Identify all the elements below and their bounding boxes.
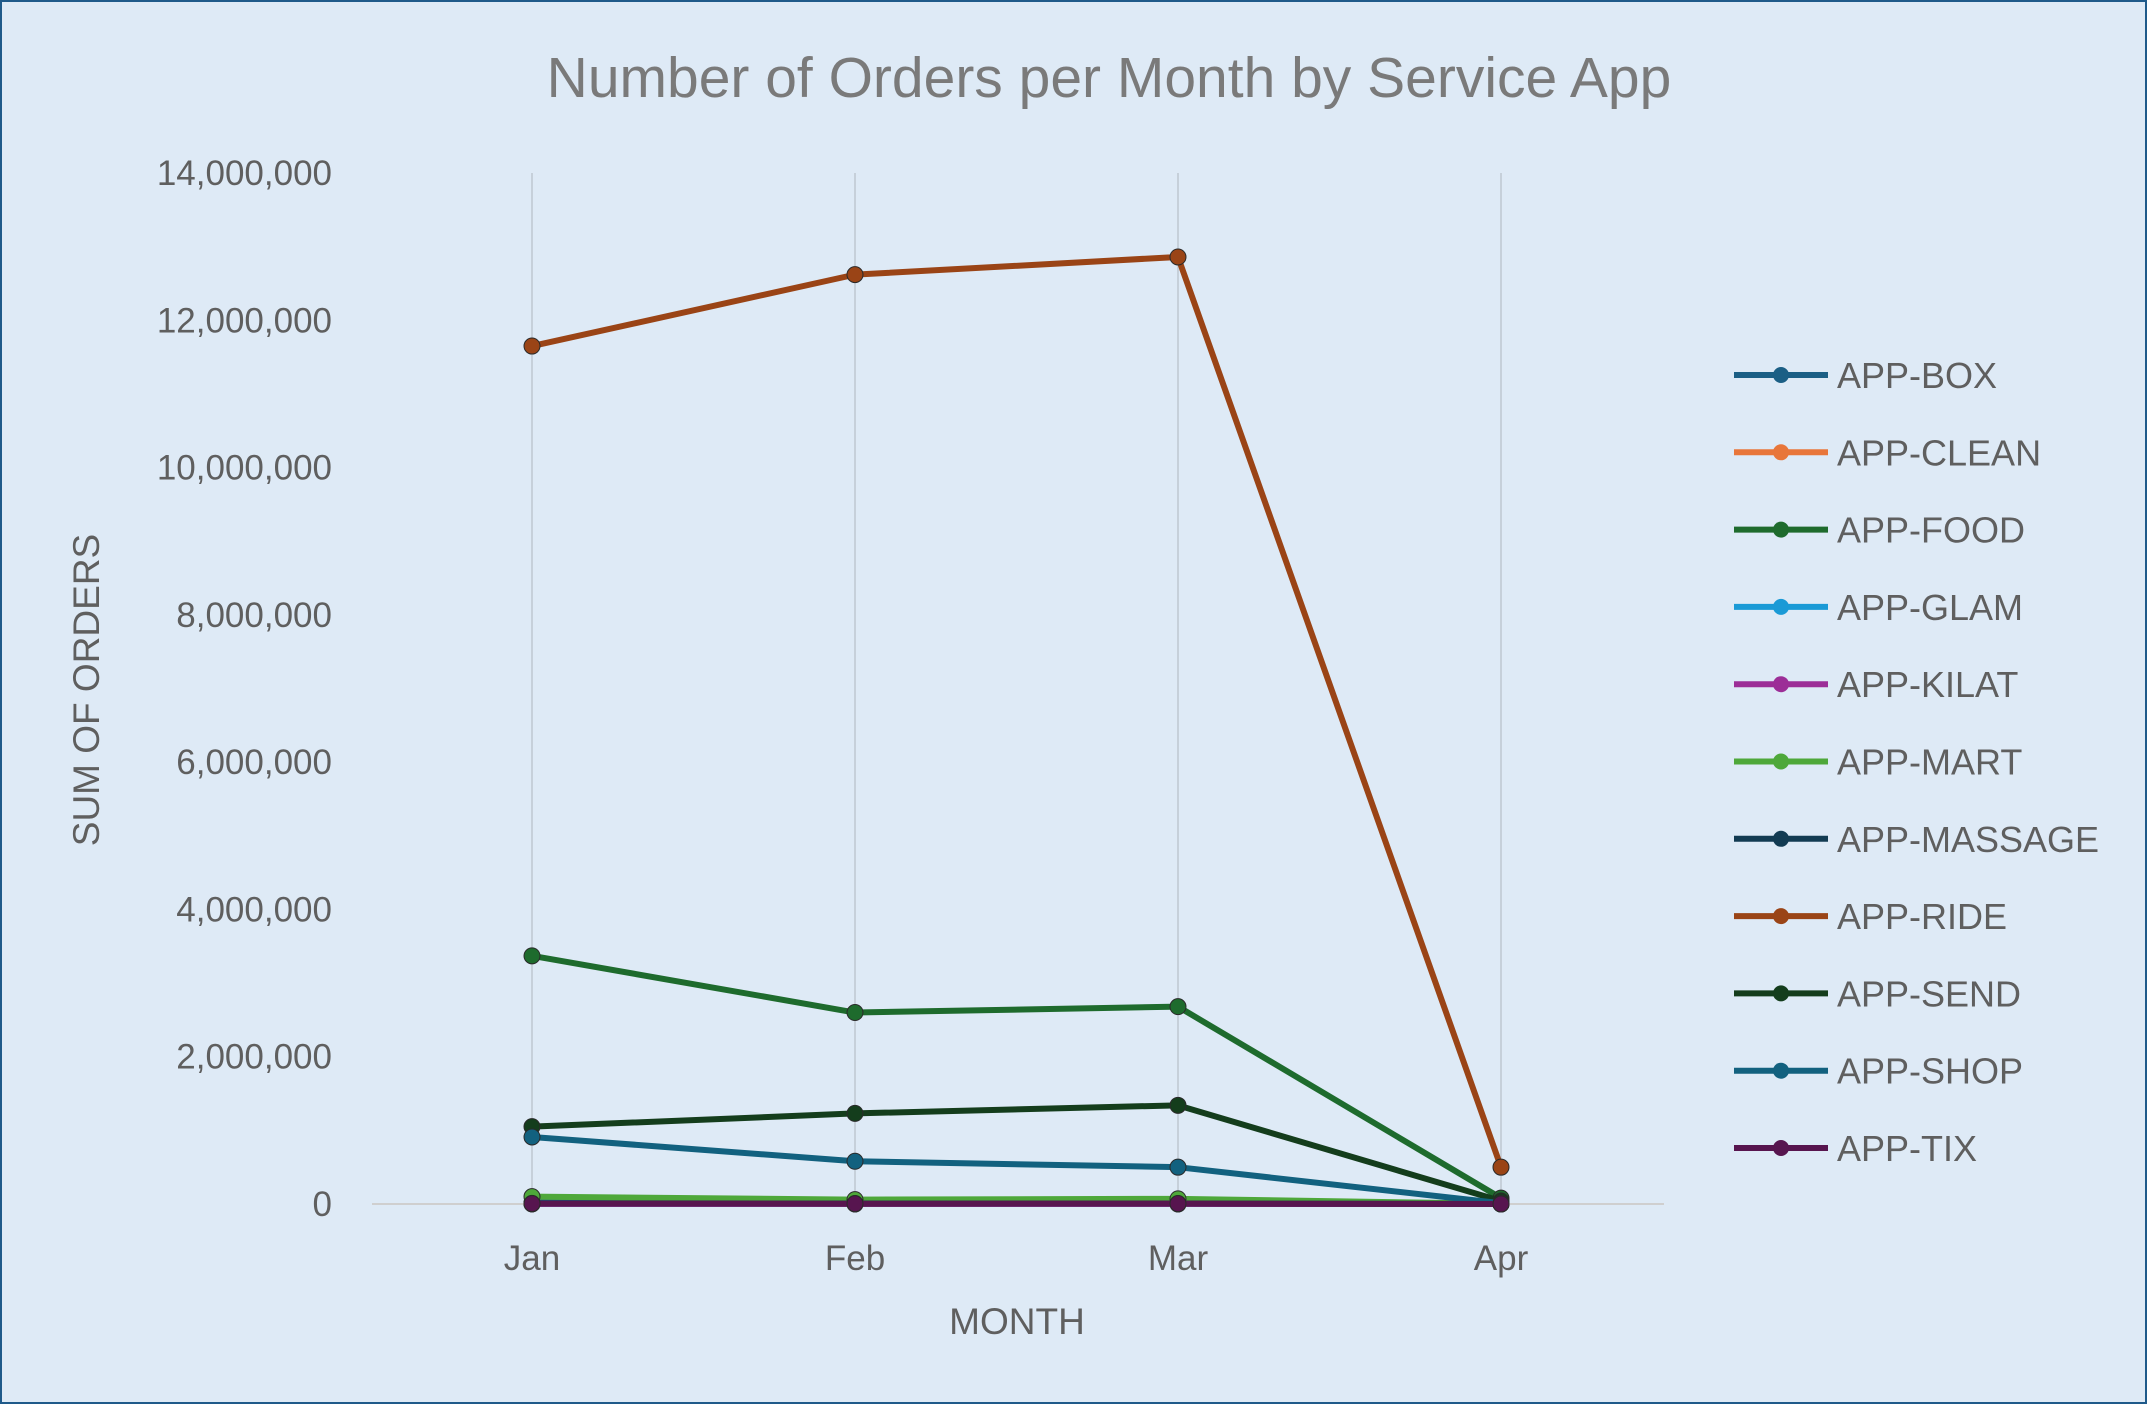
- chart-title: Number of Orders per Month by Service Ap…: [547, 46, 1672, 110]
- y-tick-label: 2,000,000: [176, 1038, 332, 1077]
- legend-label: APP-MART: [1837, 742, 2022, 783]
- data-point-app-shop-jan: [523, 1128, 541, 1146]
- legend-item-app-clean: APP-CLEAN: [1734, 432, 2041, 473]
- legend-swatch-marker: [1773, 1062, 1789, 1079]
- legend-label: APP-SHOP: [1837, 1051, 2023, 1092]
- y-tick-label: 4,000,000: [176, 890, 332, 929]
- series-line-app-shop: [531, 1133, 1502, 1207]
- legend-item-app-box: APP-BOX: [1734, 355, 1997, 396]
- y-axis-title: SUM OF ORDERS: [66, 534, 107, 846]
- y-tick-label: 0: [313, 1185, 332, 1224]
- legend-swatch-marker: [1773, 1140, 1789, 1156]
- gridlines: [531, 173, 1502, 1204]
- y-tick-label: 8,000,000: [176, 596, 332, 635]
- y-tick-label: 6,000,000: [176, 743, 332, 782]
- x-tick-label-feb: Feb: [825, 1239, 885, 1278]
- data-point-app-tix-apr: [1492, 1195, 1510, 1213]
- y-tick-label: 14,000,000: [157, 154, 332, 193]
- legend-swatch-marker: [1773, 908, 1789, 925]
- series-line-app-ride: [531, 253, 1504, 1169]
- series-app-ride: [523, 248, 1510, 1176]
- legend-label: APP-SEND: [1837, 973, 2021, 1014]
- legend-item-app-tix: APP-TIX: [1734, 1128, 1977, 1169]
- legend-label: APP-KILAT: [1837, 664, 2018, 705]
- legend-label: APP-CLEAN: [1837, 432, 2041, 473]
- data-point-app-food-mar: [1169, 998, 1187, 1016]
- x-axis-title: MONTH: [949, 1301, 1085, 1342]
- legend-swatch-marker: [1773, 598, 1789, 615]
- legend-swatch-marker: [1773, 367, 1789, 383]
- data-point-app-food-jan: [523, 947, 541, 965]
- legend-item-app-kilat: APP-KILAT: [1734, 664, 2018, 705]
- legend-label: APP-GLAM: [1837, 587, 2023, 628]
- legend-item-app-massage: APP-MASSAGE: [1734, 819, 2099, 860]
- legend-item-app-food: APP-FOOD: [1734, 510, 2025, 551]
- legend-item-app-shop: APP-SHOP: [1734, 1051, 2023, 1092]
- legend-swatch-marker: [1773, 985, 1789, 1002]
- legend-item-app-ride: APP-RIDE: [1734, 896, 2007, 937]
- series-app-food: [523, 947, 1510, 1207]
- axes: 0 2,000,000 4,000,000 6,000,000 8,000,000 10,…: [157, 154, 1664, 1278]
- x-tick-label-jan: Jan: [504, 1239, 560, 1278]
- series-line-app-food: [531, 952, 1503, 1201]
- y-tick-label: 12,000,000: [157, 301, 332, 340]
- series-app-shop: [523, 1128, 1510, 1212]
- x-tick-label-apr: Apr: [1474, 1239, 1529, 1278]
- legend-swatch-marker: [1773, 830, 1789, 847]
- series-app-tix: [523, 1195, 1510, 1213]
- legend-label: APP-TIX: [1837, 1128, 1977, 1169]
- legend-swatch-marker: [1773, 444, 1789, 461]
- legend-label: APP-RIDE: [1837, 896, 2007, 937]
- data-point-app-ride-feb: [846, 266, 864, 284]
- data-point-app-tix-mar: [1169, 1195, 1187, 1213]
- series-app-mart: [523, 1188, 1510, 1213]
- series-line-app-send: [531, 1102, 1502, 1204]
- data-point-app-shop-feb: [846, 1152, 864, 1170]
- data-point-app-tix-jan: [523, 1195, 541, 1213]
- legend-label: APP-BOX: [1837, 355, 1997, 396]
- legend-swatch-marker: [1773, 521, 1789, 538]
- x-tick-label-mar: Mar: [1148, 1239, 1209, 1278]
- series-lines: [523, 248, 1510, 1213]
- legend-swatch-marker: [1773, 676, 1789, 693]
- legend-item-app-send: APP-SEND: [1734, 973, 2021, 1014]
- legend-swatch-marker: [1773, 753, 1789, 770]
- legend-label: APP-FOOD: [1837, 510, 2025, 551]
- data-point-app-food-feb: [846, 1004, 864, 1022]
- legend-item-app-glam: APP-GLAM: [1734, 587, 2023, 628]
- data-point-app-ride-jan: [523, 337, 541, 355]
- legend-label: APP-MASSAGE: [1837, 819, 2099, 860]
- data-point-app-ride-mar: [1169, 248, 1187, 266]
- data-point-app-send-feb: [846, 1104, 864, 1122]
- y-tick-label: 10,000,000: [157, 449, 332, 488]
- legend-item-app-mart: APP-MART: [1734, 742, 2022, 783]
- data-point-app-shop-mar: [1169, 1158, 1187, 1176]
- data-point-app-send-mar: [1169, 1096, 1187, 1114]
- data-point-app-ride-apr: [1492, 1158, 1510, 1176]
- legend: APP-BOX APP-CLEAN APP-FOOD APP-GLAM APP-KILA…: [1734, 355, 2099, 1169]
- data-point-app-tix-feb: [846, 1195, 864, 1213]
